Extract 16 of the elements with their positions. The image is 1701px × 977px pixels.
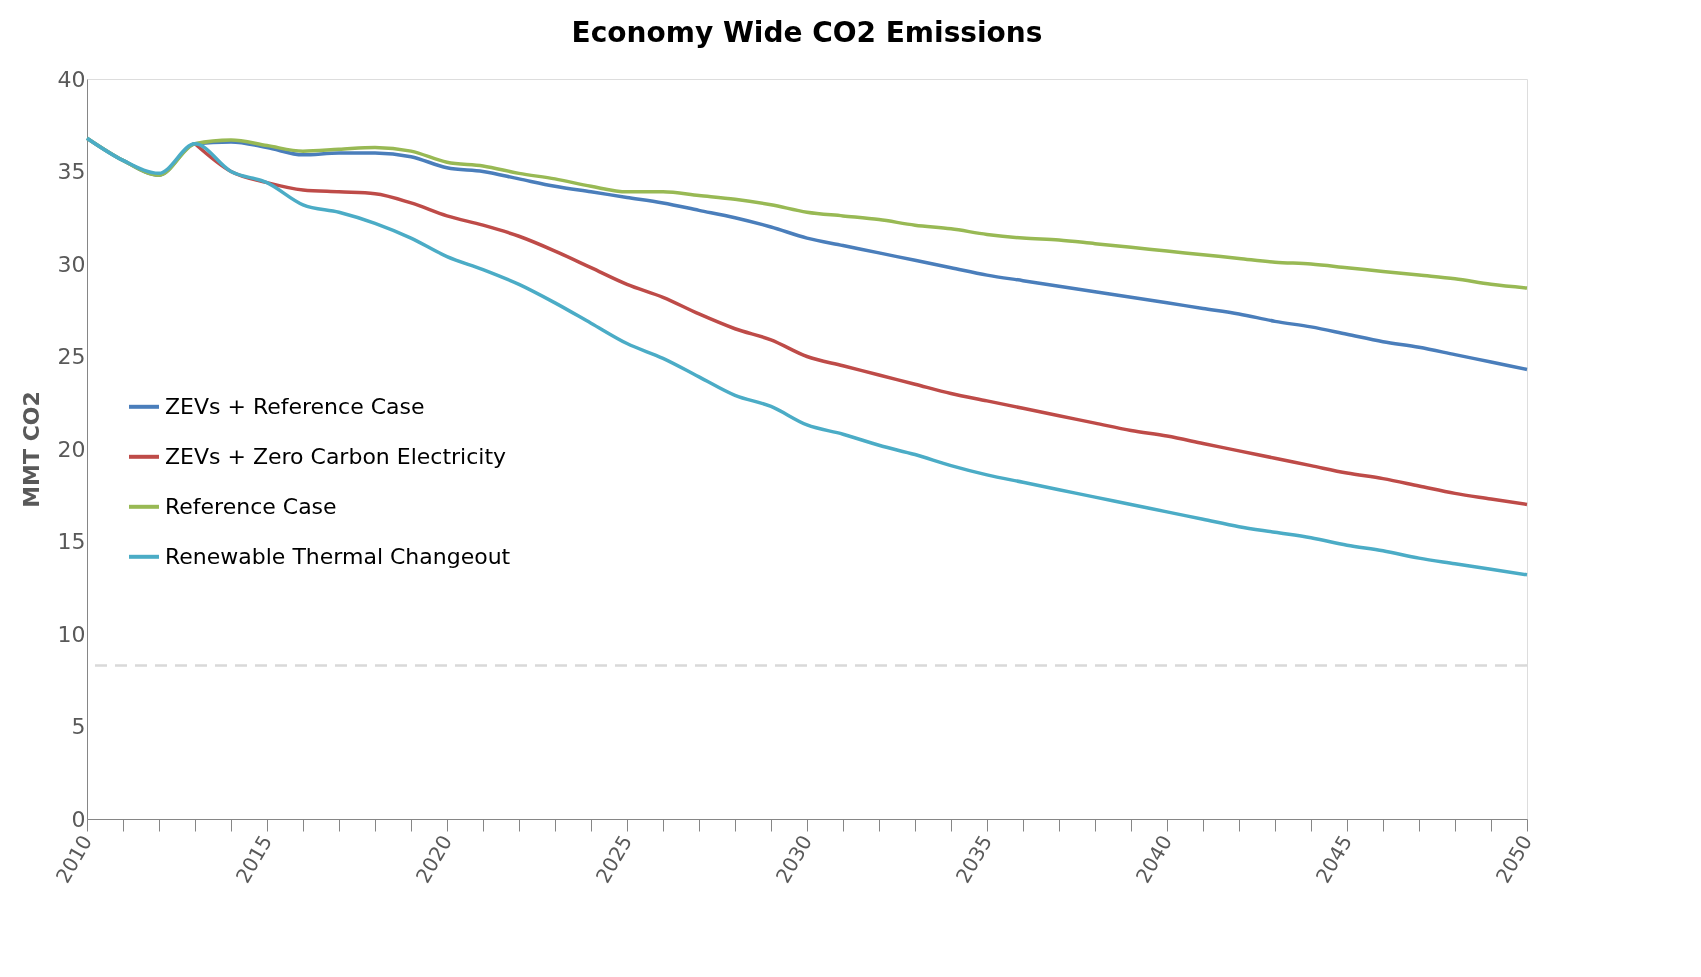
- y-axis-title: MMT CO2: [18, 391, 44, 508]
- y-tick-label: 30: [57, 251, 86, 277]
- legend-label: Reference Case: [165, 493, 337, 519]
- y-tick-label: 40: [57, 66, 86, 92]
- y-tick-label: 0: [71, 806, 86, 832]
- y-tick-label: 25: [57, 344, 86, 369]
- legend-label: ZEVs + Reference Case: [165, 393, 425, 419]
- line-series: [85, 136, 1529, 577]
- y-tick-label: 20: [57, 436, 86, 462]
- y-tick-label: 10: [57, 621, 86, 647]
- legend-label: ZEVs + Zero Carbon Electricity: [165, 443, 507, 469]
- chart-title: Economy Wide CO2 Emissions: [571, 16, 1043, 49]
- y-tick-label: 5: [71, 714, 86, 739]
- y-tick-label: 35: [57, 159, 86, 184]
- legend-label: Renewable Thermal Changeout: [165, 543, 511, 569]
- y-tick-label: 15: [57, 529, 86, 554]
